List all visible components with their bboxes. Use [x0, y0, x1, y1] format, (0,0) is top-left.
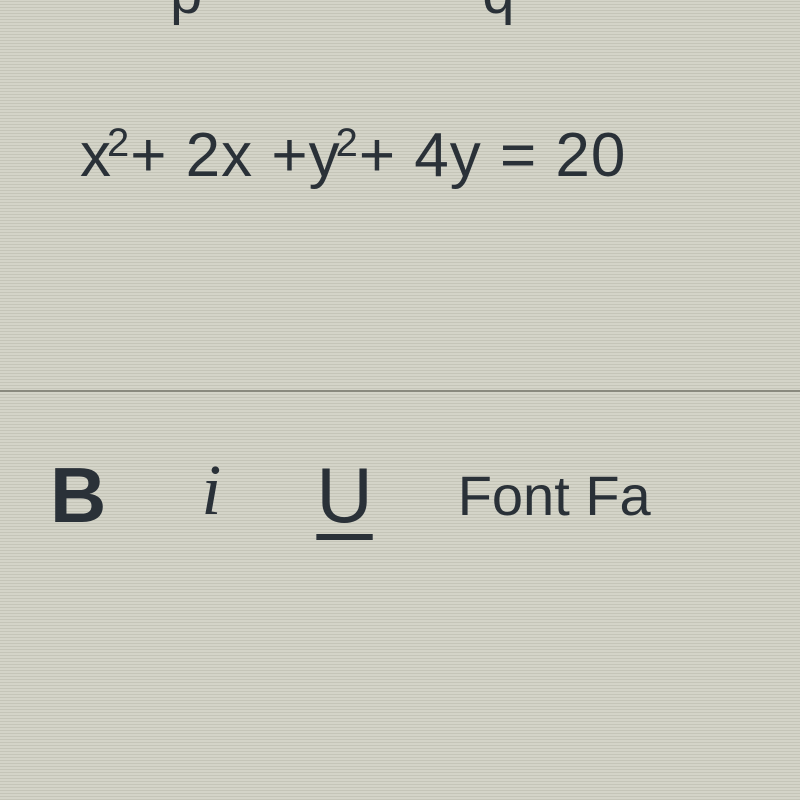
equation-display: x2 + 2x + y2 + 4y = 20: [0, 120, 800, 191]
horizontal-divider: [0, 390, 800, 392]
fragment-left: p: [170, 0, 202, 27]
equation-middle1: + 2x +: [130, 120, 308, 191]
fragment-right: q: [482, 0, 514, 27]
underline-button[interactable]: U: [316, 450, 372, 541]
equation-y-exponent: 2: [336, 121, 359, 166]
font-family-dropdown[interactable]: Font Fa: [458, 463, 651, 528]
top-text-fragment: p q: [0, 0, 800, 45]
equation-rest: + 4y = 20: [359, 120, 627, 191]
equation-x-exponent: 2: [107, 121, 130, 166]
italic-button[interactable]: i: [201, 449, 221, 532]
formatting-toolbar: B i U Font Fa: [0, 450, 800, 541]
bold-button[interactable]: B: [50, 450, 106, 541]
